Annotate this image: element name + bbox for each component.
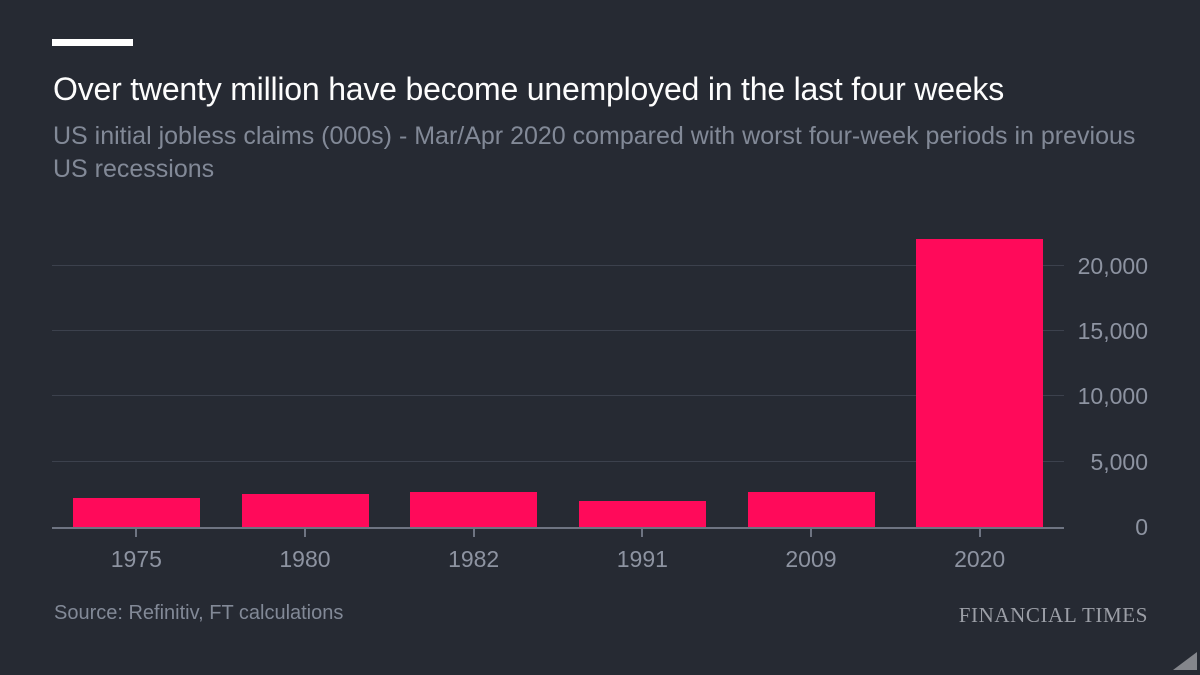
gridline: [52, 329, 1064, 331]
bar-column-1980: [221, 229, 390, 527]
bar-column-2009: [727, 229, 896, 527]
y-axis-label: 10,000: [1077, 383, 1148, 410]
x-axis-line: [52, 527, 1064, 529]
x-axis-tick: [810, 527, 812, 537]
x-axis-tick: [978, 527, 981, 537]
corner-triangle-icon: [1173, 652, 1197, 670]
x-axis-tick: [472, 527, 475, 537]
source-note: Source: Refinitiv, FT calculations: [54, 602, 344, 624]
x-axis-label: 1975: [110, 546, 162, 572]
bar-series: [52, 229, 1064, 527]
gridline: [52, 264, 1064, 266]
bar-column-1991: [558, 229, 727, 527]
bar-column-2020: [895, 229, 1064, 527]
ft-logo: FINANCIAL TIMES: [958, 603, 1148, 627]
bar-1980: [241, 494, 369, 527]
x-axis-label: 1980: [279, 546, 331, 572]
x-axis-tick: [135, 527, 138, 537]
gridline: [52, 395, 1064, 397]
x-axis-tick: [304, 527, 306, 537]
bar-2009: [747, 492, 875, 527]
y-axis-label: 5,000: [1090, 448, 1148, 475]
title-accent-bar: [52, 39, 133, 46]
chart-title: Over twenty million have become unemploy…: [53, 71, 1005, 107]
bar-chart-plot: 0 5,000 10,000 15,000 20,000 1975 1980 1982 1991…: [52, 229, 1148, 572]
bar-column-1975: [52, 229, 221, 527]
bar-2020: [916, 238, 1044, 527]
x-axis-label: 1991: [616, 546, 668, 572]
y-axis-label: 20,000: [1077, 252, 1148, 279]
bar-column-1982: [389, 229, 558, 527]
bar-1982: [410, 492, 538, 527]
x-axis-label: 2020: [954, 546, 1006, 572]
y-axis-label: 0: [1135, 514, 1148, 540]
bar-1991: [578, 500, 706, 527]
chart-subtitle: US initial jobless claims (000s) - Mar/A…: [53, 122, 1136, 183]
bar-1975: [72, 497, 200, 527]
y-axis-label: 15,000: [1077, 317, 1148, 344]
x-axis-tick: [641, 527, 644, 537]
x-axis-label: 2009: [785, 546, 837, 572]
gridline: [52, 460, 1064, 462]
x-axis-label: 1982: [448, 546, 500, 572]
